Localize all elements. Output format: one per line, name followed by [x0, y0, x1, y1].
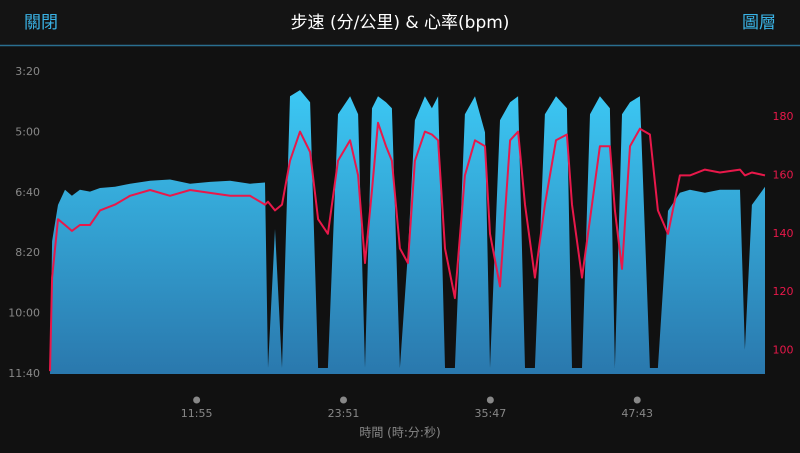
y2-tick-label: 100: [773, 344, 794, 357]
heart-rate-line: [49, 121, 766, 372]
y2-tick-label: 120: [773, 285, 794, 298]
y-tick-label: 11:40: [8, 367, 40, 380]
y-tick-label: 8:20: [15, 246, 40, 259]
pace-area: [50, 90, 765, 374]
y-tick-label: 10:00: [8, 307, 40, 320]
x-tick-dot: [340, 396, 348, 404]
x-tick-dot: [193, 396, 201, 404]
y2-tick-label: 180: [773, 110, 794, 123]
y-tick-label: 3:20: [15, 65, 40, 78]
y2-tick-label: 140: [773, 227, 794, 240]
y-tick-label: 6:40: [15, 186, 40, 199]
close-button[interactable]: 關閉: [24, 13, 58, 33]
y-tick-label: 5:00: [15, 125, 40, 138]
chart-title: 步速 (分/公里) & 心率(bpm): [291, 13, 510, 33]
x-tick-label: 11:55: [181, 407, 213, 420]
x-tick-dot: [633, 396, 641, 404]
y2-tick-label: 160: [773, 168, 794, 181]
header-bar: [0, 0, 800, 45]
x-tick-label: 35:47: [475, 407, 507, 420]
x-tick-label: 23:51: [328, 407, 360, 420]
x-axis-label: 時間 (時:分:秒): [359, 426, 440, 440]
layers-button[interactable]: 圖層: [742, 13, 776, 33]
x-tick-label: 47:43: [621, 407, 653, 420]
x-tick-dot: [486, 396, 494, 404]
